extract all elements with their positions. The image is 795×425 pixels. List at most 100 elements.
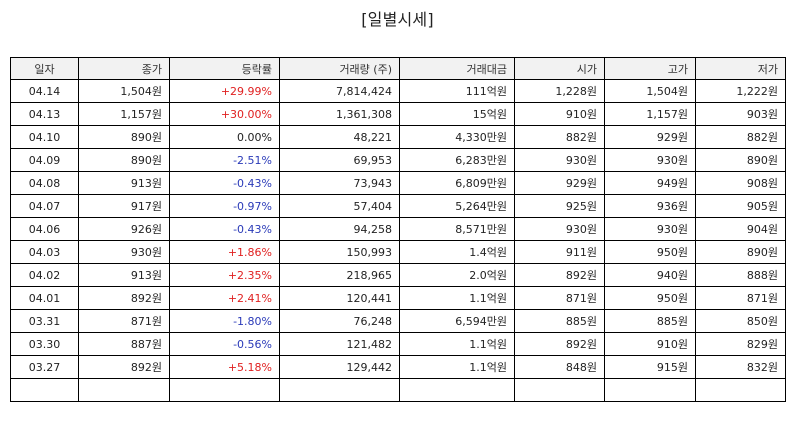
cell-high: 885원 (604, 309, 696, 333)
cell-volume: 120,441 (279, 286, 400, 310)
cell-close: 926원 (78, 217, 170, 241)
cell-date: 04.07 (10, 194, 79, 218)
cell-high: 1,504원 (604, 79, 696, 103)
cell-high: 936원 (604, 194, 696, 218)
cell-low: 850원 (695, 309, 786, 333)
cell-change: -1.80% (169, 309, 280, 333)
cell-open: 925원 (514, 194, 605, 218)
cell-change: -0.56% (169, 332, 280, 356)
cell-low: 888원 (695, 263, 786, 287)
table-row: 04.14 1,504원 +29.99% 7,814,424 111억원 1,228원 1,… (10, 79, 786, 103)
cell-volume: 150,993 (279, 240, 400, 264)
cell-change: +1.86% (169, 240, 280, 264)
cell-date: 04.13 (10, 102, 79, 126)
cell-volume: 1,361,308 (279, 102, 400, 126)
cell-amount (399, 378, 515, 402)
cell-date (10, 378, 79, 402)
cell-close (78, 378, 170, 402)
cell-close: 1,504원 (78, 79, 170, 103)
header-high: 고가 (604, 57, 696, 80)
cell-close: 892원 (78, 355, 170, 379)
cell-close: 1,157원 (78, 102, 170, 126)
cell-amount: 5,264만원 (399, 194, 515, 218)
header-date: 일자 (10, 57, 79, 80)
cell-amount: 1.1억원 (399, 332, 515, 356)
cell-low: 871원 (695, 286, 786, 310)
cell-date: 04.02 (10, 263, 79, 287)
cell-open: 930원 (514, 148, 605, 172)
cell-change: +5.18% (169, 355, 280, 379)
cell-low: 890원 (695, 240, 786, 264)
cell-change: +2.41% (169, 286, 280, 310)
cell-close: 890원 (78, 148, 170, 172)
cell-date: 04.14 (10, 79, 79, 103)
cell-change: +30.00% (169, 102, 280, 126)
header-close: 종가 (78, 57, 170, 80)
cell-change: -2.51% (169, 148, 280, 172)
cell-change: 0.00% (169, 125, 280, 149)
cell-volume: 48,221 (279, 125, 400, 149)
cell-open: 892원 (514, 332, 605, 356)
cell-amount: 15억원 (399, 102, 515, 126)
cell-amount: 1.1억원 (399, 286, 515, 310)
cell-low (695, 378, 786, 402)
cell-open: 1,228원 (514, 79, 605, 103)
cell-date: 04.06 (10, 217, 79, 241)
cell-volume (279, 378, 400, 402)
cell-volume: 76,248 (279, 309, 400, 333)
cell-high (604, 378, 696, 402)
cell-amount: 6,594만원 (399, 309, 515, 333)
cell-amount: 111억원 (399, 79, 515, 103)
cell-low: 829원 (695, 332, 786, 356)
table-row: 04.09 890원 -2.51% 69,953 6,283만원 930원 930원 890원 (10, 148, 786, 172)
header-change: 등락률 (169, 57, 280, 80)
cell-high: 930원 (604, 148, 696, 172)
cell-date: 03.31 (10, 309, 79, 333)
cell-volume: 69,953 (279, 148, 400, 172)
cell-close: 871원 (78, 309, 170, 333)
cell-high: 940원 (604, 263, 696, 287)
cell-date: 03.30 (10, 332, 79, 356)
cell-amount: 6,283만원 (399, 148, 515, 172)
cell-low: 905원 (695, 194, 786, 218)
table-header-row: 일자 종가 등락률 거래량 (주) 거래대금 시가 고가 저가 (10, 57, 786, 80)
cell-amount: 4,330만원 (399, 125, 515, 149)
cell-close: 913원 (78, 171, 170, 195)
table-row: 04.02 913원 +2.35% 218,965 2.0억원 892원 940원 888원 (10, 263, 786, 287)
cell-close: 913원 (78, 263, 170, 287)
cell-close: 930원 (78, 240, 170, 264)
cell-high: 929원 (604, 125, 696, 149)
cell-low: 832원 (695, 355, 786, 379)
cell-volume: 218,965 (279, 263, 400, 287)
cell-low: 903원 (695, 102, 786, 126)
table-row: 04.01 892원 +2.41% 120,441 1.1억원 871원 950원 871원 (10, 286, 786, 310)
cell-date: 04.01 (10, 286, 79, 310)
cell-volume: 73,943 (279, 171, 400, 195)
cell-close: 917원 (78, 194, 170, 218)
daily-price-table: 일자 종가 등락률 거래량 (주) 거래대금 시가 고가 저가 04.14 1,5… (10, 57, 786, 402)
table-row (10, 378, 786, 402)
table-row: 04.13 1,157원 +30.00% 1,361,308 15억원 910원 1,157… (10, 102, 786, 126)
cell-volume: 129,442 (279, 355, 400, 379)
header-low: 저가 (695, 57, 786, 80)
cell-volume: 94,258 (279, 217, 400, 241)
table-row: 03.30 887원 -0.56% 121,482 1.1억원 892원 910원 829원 (10, 332, 786, 356)
cell-change: +2.35% (169, 263, 280, 287)
cell-open: 892원 (514, 263, 605, 287)
cell-close: 887원 (78, 332, 170, 356)
cell-amount: 8,571만원 (399, 217, 515, 241)
cell-open: 929원 (514, 171, 605, 195)
header-amount: 거래대금 (399, 57, 515, 80)
table-row: 04.08 913원 -0.43% 73,943 6,809만원 929원 949원 908원 (10, 171, 786, 195)
cell-change: -0.43% (169, 171, 280, 195)
cell-open: 871원 (514, 286, 605, 310)
cell-open: 930원 (514, 217, 605, 241)
cell-open: 882원 (514, 125, 605, 149)
table-row: 04.10 890원 0.00% 48,221 4,330만원 882원 929원 882원 (10, 125, 786, 149)
table-row: 03.27 892원 +5.18% 129,442 1.1억원 848원 915원 832원 (10, 355, 786, 379)
cell-open: 910원 (514, 102, 605, 126)
cell-change: -0.97% (169, 194, 280, 218)
cell-amount: 1.4억원 (399, 240, 515, 264)
header-volume: 거래량 (주) (279, 57, 400, 80)
cell-open (514, 378, 605, 402)
